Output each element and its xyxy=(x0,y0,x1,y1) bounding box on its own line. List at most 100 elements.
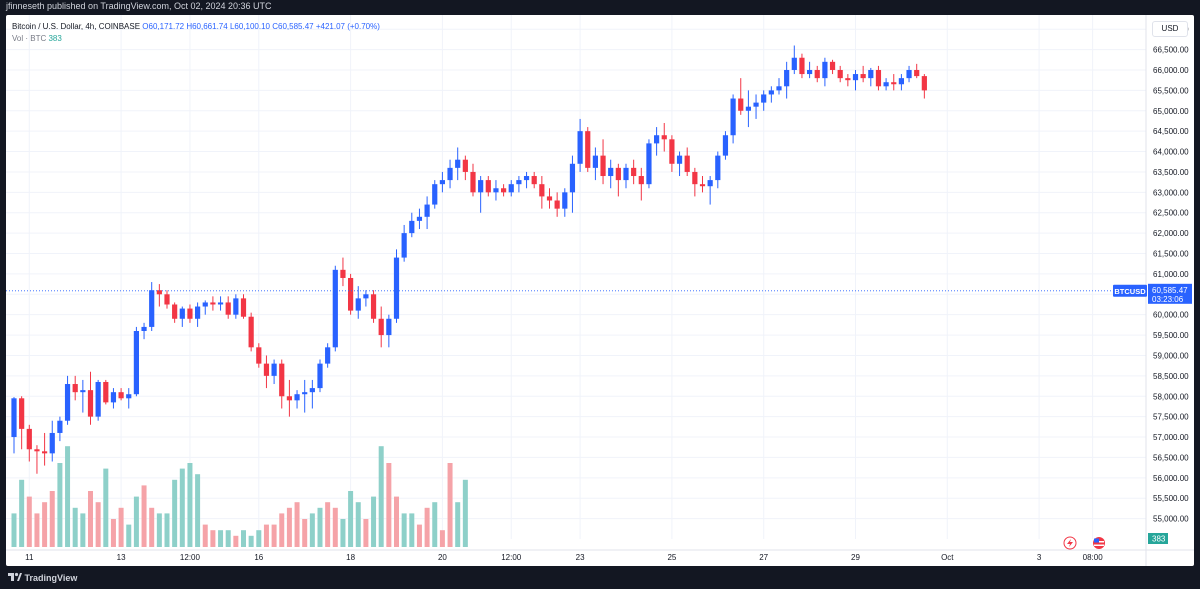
candle-body xyxy=(623,167,629,181)
candle-body xyxy=(325,347,331,364)
y-tick-label: 61,000.00 xyxy=(1153,270,1189,279)
volume-bar xyxy=(256,530,262,547)
x-tick-label: 16 xyxy=(254,553,263,562)
candle-body xyxy=(761,94,767,103)
candle-body xyxy=(814,69,820,79)
volume-bar xyxy=(340,519,346,547)
candle-body xyxy=(807,69,813,75)
y-tick-label: 62,500.00 xyxy=(1153,209,1189,218)
volume-bar xyxy=(294,502,300,547)
candle-body xyxy=(546,196,553,201)
candle-body xyxy=(233,298,239,315)
candle-body xyxy=(309,388,315,393)
candle-body xyxy=(172,304,178,319)
candle-body xyxy=(730,98,736,136)
candle-body xyxy=(478,180,484,193)
candle-body xyxy=(646,143,652,185)
candle-body xyxy=(156,290,162,295)
candle-body xyxy=(569,163,576,193)
volume-bar xyxy=(309,513,315,547)
price-tag xyxy=(1148,283,1192,304)
volume-label[interactable]: Vol · BTC xyxy=(12,34,47,43)
x-tick-label: 11 xyxy=(25,553,34,562)
volume-row: Vol · BTC 383 xyxy=(12,33,380,45)
candle-body xyxy=(661,135,667,140)
candle-body xyxy=(707,180,713,187)
volume-bar xyxy=(187,463,193,547)
tradingview-logo[interactable]: TradingView xyxy=(8,572,77,584)
candle-body xyxy=(883,82,889,87)
candle-body xyxy=(42,451,48,454)
lightning-icon xyxy=(1063,536,1077,550)
tradingview-brand: TradingView xyxy=(24,573,78,583)
footer-bar: TradingView xyxy=(0,567,1200,589)
volume-bar xyxy=(218,530,224,547)
us-flag-icon-stripe xyxy=(1094,544,1104,546)
chart-panel: 55,000.00 55,500.00 56,000.00 56,500.00 57,0… xyxy=(6,15,1194,566)
volume-bar xyxy=(141,485,147,547)
low-value: L60,100.10 xyxy=(229,22,270,31)
candle-body xyxy=(470,171,476,193)
y-tick-label: 61,500.00 xyxy=(1153,250,1189,259)
candle-body xyxy=(72,384,78,393)
candle-body xyxy=(19,398,25,429)
y-tick-label: 59,000.00 xyxy=(1153,351,1189,360)
volume-bar xyxy=(57,463,63,547)
candle-body xyxy=(692,171,698,185)
volume-bar xyxy=(371,496,377,547)
candle-body xyxy=(317,363,323,389)
close-value: C60,585.47 xyxy=(272,22,314,31)
currency-button[interactable]: USD xyxy=(1152,21,1188,37)
y-tick-label: 66,000.00 xyxy=(1153,66,1189,75)
candle-body xyxy=(133,331,139,395)
volume-bar xyxy=(394,496,399,547)
candle-body xyxy=(202,302,208,307)
candle-body xyxy=(638,176,644,185)
volume-bar xyxy=(447,463,453,547)
volume-bar xyxy=(233,535,239,547)
candle-body xyxy=(286,396,292,401)
y-tick-label: 55,000.00 xyxy=(1153,515,1189,524)
candle-body xyxy=(49,432,55,454)
candle-body xyxy=(699,184,706,187)
candle-body xyxy=(393,257,400,319)
x-tick-label: 12:00 xyxy=(180,553,201,562)
time-axis: 11 13 12:00 16 18 20 12:00 23 25 27 29 Oct 3 08:00 xyxy=(6,549,1194,562)
volume-bar xyxy=(271,524,277,547)
candle-body xyxy=(501,188,507,193)
candle-body xyxy=(64,384,71,421)
candle-body xyxy=(791,57,797,70)
symbol-title[interactable]: Bitcoin / U.S. Dollar, 4h, COINBASE xyxy=(12,22,141,31)
candle-body xyxy=(600,155,606,177)
us-flag-icon-canton xyxy=(1094,538,1099,543)
candle-body xyxy=(279,363,285,397)
volume-bar xyxy=(378,446,384,547)
candle-body xyxy=(631,167,637,177)
volume-bar xyxy=(355,502,361,547)
volume-bar xyxy=(386,463,392,547)
candle-body xyxy=(195,306,201,319)
price-tag-countdown: 03:23:06 xyxy=(1152,295,1184,304)
symbol-legend: Bitcoin / U.S. Dollar, 4h, COINBASE O60,… xyxy=(12,21,380,45)
symbol-tag-label: BTCUSD xyxy=(1114,287,1146,296)
y-tick-label: 63,000.00 xyxy=(1153,188,1189,197)
y-tick-label: 57,500.00 xyxy=(1153,413,1189,422)
candle-body xyxy=(577,131,583,164)
y-tick-label: 60,000.00 xyxy=(1153,311,1189,320)
candle-body xyxy=(845,78,851,81)
candle-body xyxy=(768,90,774,95)
candle-body xyxy=(11,398,17,438)
volume-bar xyxy=(409,513,415,547)
volume-bar xyxy=(325,502,331,547)
candle-body xyxy=(217,302,224,305)
volume-bar xyxy=(416,524,422,547)
y-tick-label: 58,000.00 xyxy=(1153,392,1189,401)
candle-body xyxy=(210,302,216,305)
volume-bar xyxy=(210,530,216,547)
volume-bar xyxy=(424,507,430,547)
volume-bar xyxy=(103,468,109,547)
y-tick-label: 55,500.00 xyxy=(1153,494,1189,503)
price-chart[interactable]: 55,000.00 55,500.00 56,000.00 56,500.00 57,0… xyxy=(6,15,1194,566)
x-tick-label: 20 xyxy=(438,553,447,562)
candle-body xyxy=(722,135,729,156)
